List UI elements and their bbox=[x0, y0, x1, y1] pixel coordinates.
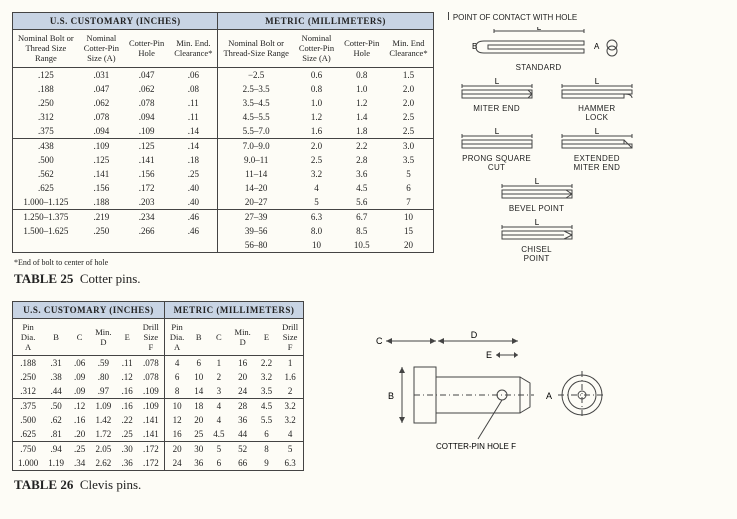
table26-col-m-3: Min. D bbox=[230, 318, 256, 356]
table26-col-us-3: Min. D bbox=[90, 318, 116, 356]
table26-us-head: U.S. CUSTOMARY (INCHES) bbox=[13, 302, 164, 319]
label-standard: STANDARD bbox=[454, 63, 624, 72]
svg-text:L: L bbox=[534, 219, 539, 227]
table-row: .500.62.161.42.22.14112204365.53.2 bbox=[13, 413, 303, 427]
table26-col-m-5: Drill Size F bbox=[277, 318, 303, 356]
table25-metric-head: METRIC (MILLIMETERS) bbox=[218, 13, 433, 30]
svg-text:L: L bbox=[536, 27, 541, 32]
table25-col-us-3: Min. End. Clearance* bbox=[169, 30, 218, 68]
table-row: .562.141.156.2511–143.23.65 bbox=[13, 167, 433, 181]
table-row: .250.38.09.80.12.0786102203.21.6 bbox=[13, 370, 303, 384]
table-row: .438.109.125.147.0–9.02.02.23.0 bbox=[13, 138, 433, 153]
table26-col-m-4: E bbox=[256, 318, 277, 356]
table25-col-m-3: Min. End Clearance* bbox=[384, 30, 432, 68]
table25-block: U.S. CUSTOMARY (INCHES) METRIC (MILLIMET… bbox=[12, 12, 434, 301]
svg-text:L: L bbox=[595, 128, 600, 136]
table-row: .188.047.062.082.5–3.50.81.02.0 bbox=[13, 82, 433, 96]
clevis-pin-illustration: C D E B A COTTER-PIN HOLE F bbox=[318, 301, 725, 508]
table-row: .500.125.141.189.0–112.52.83.5 bbox=[13, 153, 433, 167]
svg-text:L: L bbox=[595, 78, 600, 86]
table-row: .250.062.078.113.5–4.51.01.22.0 bbox=[13, 96, 433, 110]
label-prong-square: PRONG SQUARE CUT bbox=[454, 154, 540, 172]
table25-footnote: *End of bolt to center of hole bbox=[14, 258, 434, 267]
table25: U.S. CUSTOMARY (INCHES) METRIC (MILLIMET… bbox=[13, 13, 433, 252]
svg-text:L: L bbox=[534, 178, 539, 186]
table25-col-m-2: Cotter-Pin Hole bbox=[339, 30, 384, 68]
table-row: 1.500–1.625.250.266.4639–568.08.515 bbox=[13, 224, 433, 238]
table26-col-m-1: B bbox=[189, 318, 208, 356]
label-bevel-point: BEVEL POINT bbox=[494, 204, 580, 213]
table-row: .625.156.172.4014–2044.56 bbox=[13, 181, 433, 195]
label-miter-end: MITER END bbox=[454, 104, 540, 113]
svg-text:L: L bbox=[494, 78, 499, 86]
svg-text:B: B bbox=[388, 391, 394, 401]
cotter-pin-illustrations: POINT OF CONTACT WITH HOLE L B A STANDAR… bbox=[448, 12, 725, 301]
svg-text:A: A bbox=[546, 391, 552, 401]
svg-text:A: A bbox=[594, 42, 600, 51]
table26-col-us-5: Drill Size F bbox=[138, 318, 165, 356]
svg-text:C: C bbox=[376, 336, 383, 346]
note-point-of-contact: POINT OF CONTACT WITH HOLE bbox=[453, 13, 577, 22]
table25-us-head: U.S. CUSTOMARY (INCHES) bbox=[13, 13, 218, 30]
svg-text:COTTER-PIN HOLE F: COTTER-PIN HOLE F bbox=[436, 442, 516, 451]
table-row: 56–801010.520 bbox=[13, 238, 433, 252]
table26-col-us-2: C bbox=[69, 318, 90, 356]
table26-col-us-4: E bbox=[117, 318, 138, 356]
table25-col-us-0: Nominal Bolt or Thread Size Range bbox=[13, 30, 79, 68]
table-row: 1.000–1.125.188.203.4020–2755.67 bbox=[13, 195, 433, 210]
table-row: .312.078.094.114.5–5.51.21.42.5 bbox=[13, 110, 433, 124]
table-row: 1.250–1.375.219.234.4627–396.36.710 bbox=[13, 209, 433, 224]
svg-text:L: L bbox=[494, 128, 499, 136]
table-row: 1.0001.19.342.62.36.172243666696.3 bbox=[13, 456, 303, 470]
table-row: .125.031.047.06−2.50.60.81.5 bbox=[13, 67, 433, 82]
table-row: .750.94.252.05.30.172203055285 bbox=[13, 442, 303, 457]
table26-col-m-0: Pin Dia. A bbox=[164, 318, 189, 356]
table-row: .625.81.201.72.25.14116254.54464 bbox=[13, 427, 303, 442]
table25-caption: TABLE 25 Cotter pins. bbox=[14, 271, 434, 287]
label-hammer-lock: HAMMER LOCK bbox=[554, 104, 640, 122]
table26-block: U.S. CUSTOMARY (INCHES) METRIC (MILLIMET… bbox=[12, 301, 304, 508]
table26-caption: TABLE 26 Clevis pins. bbox=[14, 477, 304, 493]
table25-col-us-2: Cotter-Pin Hole bbox=[124, 30, 169, 68]
table25-col-m-1: Nominal Cotter-Pin Size (A) bbox=[294, 30, 339, 68]
table25-col-m-0: Nominal Bolt or Thread-Size Range bbox=[218, 30, 294, 68]
table25-col-us-1: Nominal Cotter-Pin Size (A) bbox=[79, 30, 124, 68]
label-extended-miter: EXTENDED MITER END bbox=[554, 154, 640, 172]
svg-text:E: E bbox=[486, 350, 492, 360]
table26-col-us-0: Pin Dia. A bbox=[13, 318, 43, 356]
table-row: .375.50.121.09.16.10910184284.53.2 bbox=[13, 399, 303, 414]
table26-metric-head: METRIC (MILLIMETERS) bbox=[164, 302, 303, 319]
table-row: .188.31.06.59.11.078461162.21 bbox=[13, 356, 303, 371]
table26-col-m-2: C bbox=[208, 318, 229, 356]
table26-col-us-1: B bbox=[43, 318, 69, 356]
table-row: .375.094.109.145.5–7.01.61.82.5 bbox=[13, 124, 433, 139]
svg-text:D: D bbox=[471, 330, 478, 340]
table-row: .312.44.09.97.16.1098143243.52 bbox=[13, 384, 303, 399]
table26: U.S. CUSTOMARY (INCHES) METRIC (MILLIMET… bbox=[13, 302, 303, 471]
standard-pin-svg: L B A bbox=[454, 27, 624, 61]
label-chisel-point: CHISEL POINT bbox=[494, 245, 580, 263]
